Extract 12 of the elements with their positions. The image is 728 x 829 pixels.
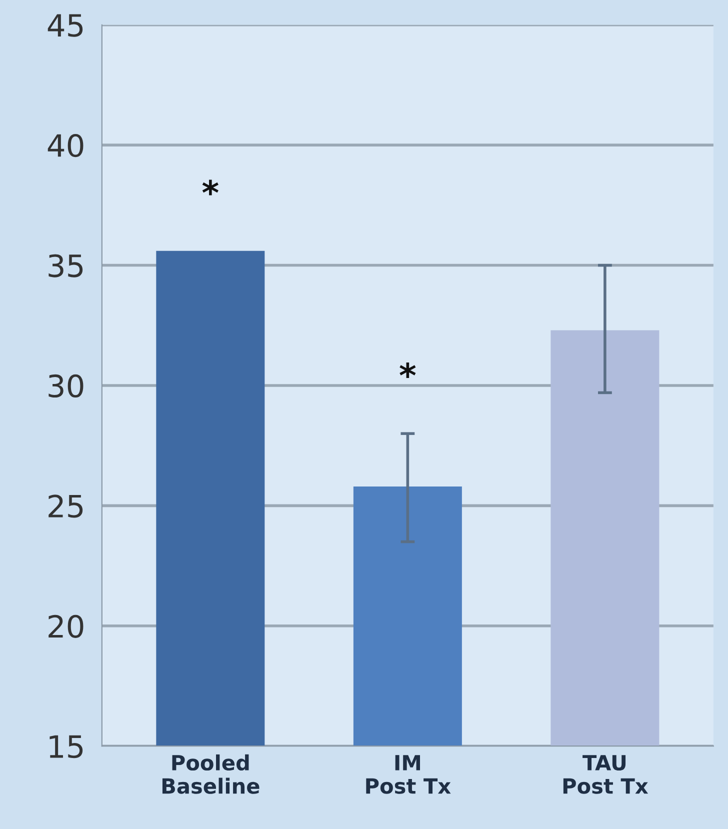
x-tick-label: TAU Post Tx xyxy=(563,755,648,794)
y-tick-label: 30 xyxy=(48,374,84,398)
y-tick-label: 20 xyxy=(48,614,84,638)
y-tick-label: 15 xyxy=(50,735,83,758)
x-tick-label: Pooled Baseline xyxy=(162,754,260,794)
y-tick-label: 25 xyxy=(48,494,83,518)
y-tick-label: 40 xyxy=(48,134,84,158)
x-tick-label: IM Post Tx xyxy=(366,755,451,794)
y-tick-label: 35 xyxy=(48,254,83,278)
annotation: * xyxy=(202,180,218,196)
y-tick-label: 45 xyxy=(48,14,83,37)
annotation: * xyxy=(400,362,416,378)
